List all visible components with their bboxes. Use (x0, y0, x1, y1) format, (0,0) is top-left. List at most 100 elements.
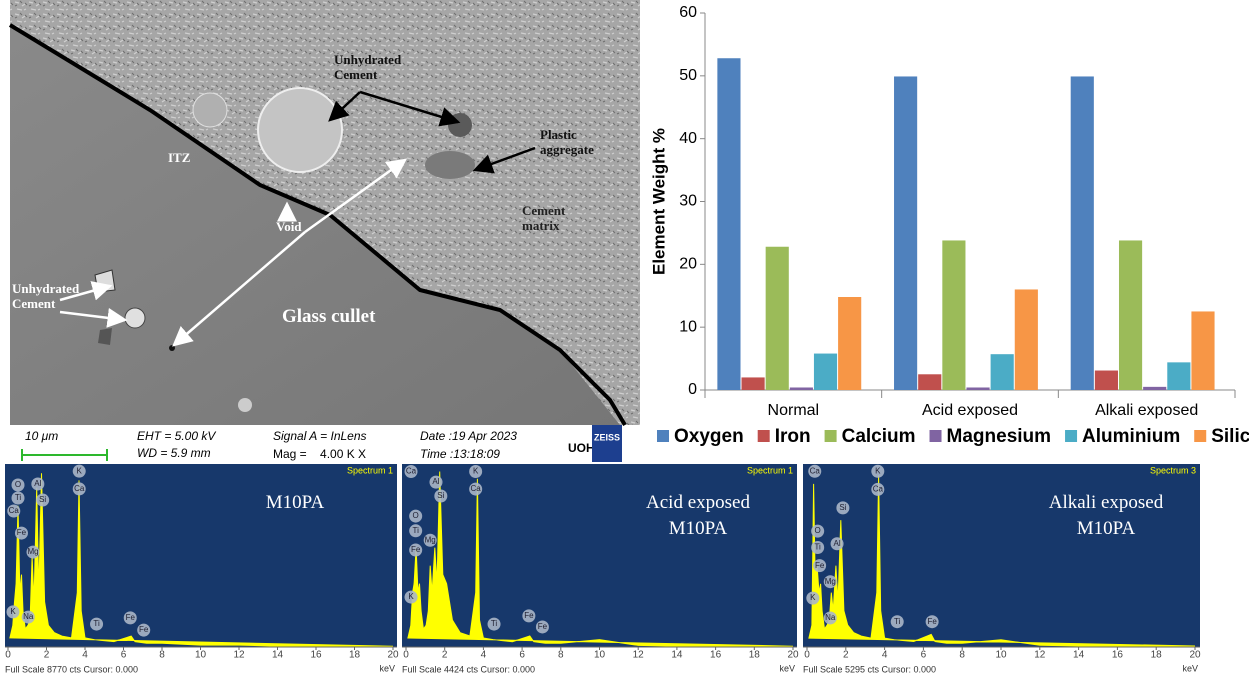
peak-label: K (875, 466, 881, 475)
x-tick-label: 6 (519, 650, 525, 661)
peak-label: O (15, 480, 21, 489)
peak-label: Ca (406, 467, 417, 476)
peak-label: Ti (412, 526, 419, 535)
peak-label: Si (839, 503, 846, 512)
peak-label: Mg (27, 547, 38, 556)
legend-label: Silica (1211, 426, 1249, 447)
info-text: UOH (568, 441, 595, 455)
peak-label: Fe (126, 613, 136, 622)
info-text: Date :19 Apr 2023 (420, 429, 517, 443)
annotation: ITZ (168, 150, 190, 165)
info-text: EHT = 5.00 kV (137, 429, 216, 443)
peak-label: Al (34, 479, 41, 488)
x-tick-label: 16 (310, 650, 322, 661)
legend-label: Magnesium (947, 426, 1052, 447)
bar (991, 354, 1014, 390)
y-tick-label: 20 (679, 256, 697, 273)
peak-label: Fe (524, 611, 534, 620)
x-tick-label: 20 (1189, 650, 1201, 661)
peak-label: Ti (491, 619, 498, 628)
x-tick-label: Alkali exposed (1095, 402, 1198, 419)
spectrum-id: Spectrum 1 (347, 465, 393, 475)
spectrum-id: Spectrum 3 (1150, 465, 1196, 475)
x-tick-label: 0 (5, 650, 11, 661)
bar (1015, 289, 1038, 390)
spectrum-title: M10PA (225, 490, 365, 516)
x-tick-label: 14 (1073, 650, 1085, 661)
footer-note: Full Scale 5295 cts Cursor: 0.000 (803, 664, 936, 674)
x-tick-label: 6 (921, 650, 927, 661)
particle (238, 398, 252, 412)
peak-label: O (815, 526, 821, 535)
bar (766, 247, 789, 390)
info-text: 10 μm (25, 429, 58, 443)
legend-swatch (1194, 430, 1206, 442)
peak-label: O (413, 511, 419, 520)
annotation: Cement matrix (522, 203, 582, 233)
peak-label: Si (39, 495, 46, 504)
bar (1143, 387, 1166, 390)
peak-label: Fe (927, 617, 937, 626)
peak-label: Ti (93, 619, 100, 628)
legend-swatch (758, 430, 770, 442)
legend-label: Oxygen (674, 426, 744, 447)
y-axis-label: Element Weight % (649, 128, 668, 275)
peak-label: Fe (411, 545, 421, 554)
y-tick-label: 50 (679, 67, 697, 84)
peak-label: Al (834, 539, 841, 548)
x-tick-label: 4 (82, 650, 88, 661)
bar (1167, 362, 1190, 390)
x-tick-label: 16 (1112, 650, 1124, 661)
bar (942, 240, 965, 390)
x-axis-label: keV (1182, 663, 1198, 673)
x-axis-label: keV (779, 663, 795, 673)
y-tick-label: 10 (679, 318, 697, 335)
bar (1095, 371, 1118, 390)
bar (814, 354, 837, 390)
x-tick-label: 2 (843, 650, 849, 661)
info-text: Mag = 4.00 K X (273, 447, 366, 461)
info-text: WD = 5.9 mm (137, 446, 211, 460)
x-tick-label: 12 (233, 650, 245, 661)
peak-label: Fe (815, 561, 825, 570)
peak-label: Si (437, 491, 444, 500)
annotation: Unhydrated Cement (334, 52, 429, 82)
peak-label: Na (23, 612, 34, 621)
x-tick-label: 2 (44, 650, 50, 661)
peak-label: Ca (9, 506, 20, 515)
peak-label: K (408, 592, 414, 601)
spectrum-id: Spectrum 1 (747, 465, 793, 475)
x-tick-label: 14 (671, 650, 683, 661)
y-tick-label: 60 (679, 4, 697, 21)
footer-note: Full Scale 4424 cts Cursor: 0.000 (402, 664, 535, 674)
bar (838, 297, 861, 390)
annotation: Plastic aggregate (540, 127, 610, 157)
annotation: Void (276, 219, 302, 234)
x-tick-label: 10 (594, 650, 606, 661)
x-tick-label: 10 (195, 650, 207, 661)
bar (894, 76, 917, 390)
peak-label: Ca (873, 485, 884, 494)
bar (966, 387, 989, 390)
peak-label: Ca (74, 484, 85, 493)
x-tick-label: 4 (882, 650, 888, 661)
info-text: Time :13:18:09 (420, 447, 500, 461)
x-tick-label: 0 (804, 650, 810, 661)
y-tick-label: 30 (679, 193, 697, 210)
bar (790, 387, 813, 390)
legend-label: Calcium (842, 426, 916, 447)
legend-label: Aluminium (1082, 426, 1180, 447)
annotation: Unhydrated Cement (12, 281, 92, 311)
logo-text: ZEISS (594, 432, 620, 442)
x-tick-label: 18 (1151, 650, 1163, 661)
x-tick-label: 12 (633, 650, 645, 661)
peak-label: Ti (814, 543, 821, 552)
x-tick-label: Acid exposed (922, 402, 1018, 419)
x-tick-label: 8 (558, 650, 564, 661)
peak-label: K (10, 607, 16, 616)
peak-label: Na (825, 613, 836, 622)
peak-label: Ca (471, 484, 482, 493)
x-tick-label: 8 (159, 650, 165, 661)
peak-label: Fe (538, 622, 548, 631)
legend-swatch (930, 430, 942, 442)
